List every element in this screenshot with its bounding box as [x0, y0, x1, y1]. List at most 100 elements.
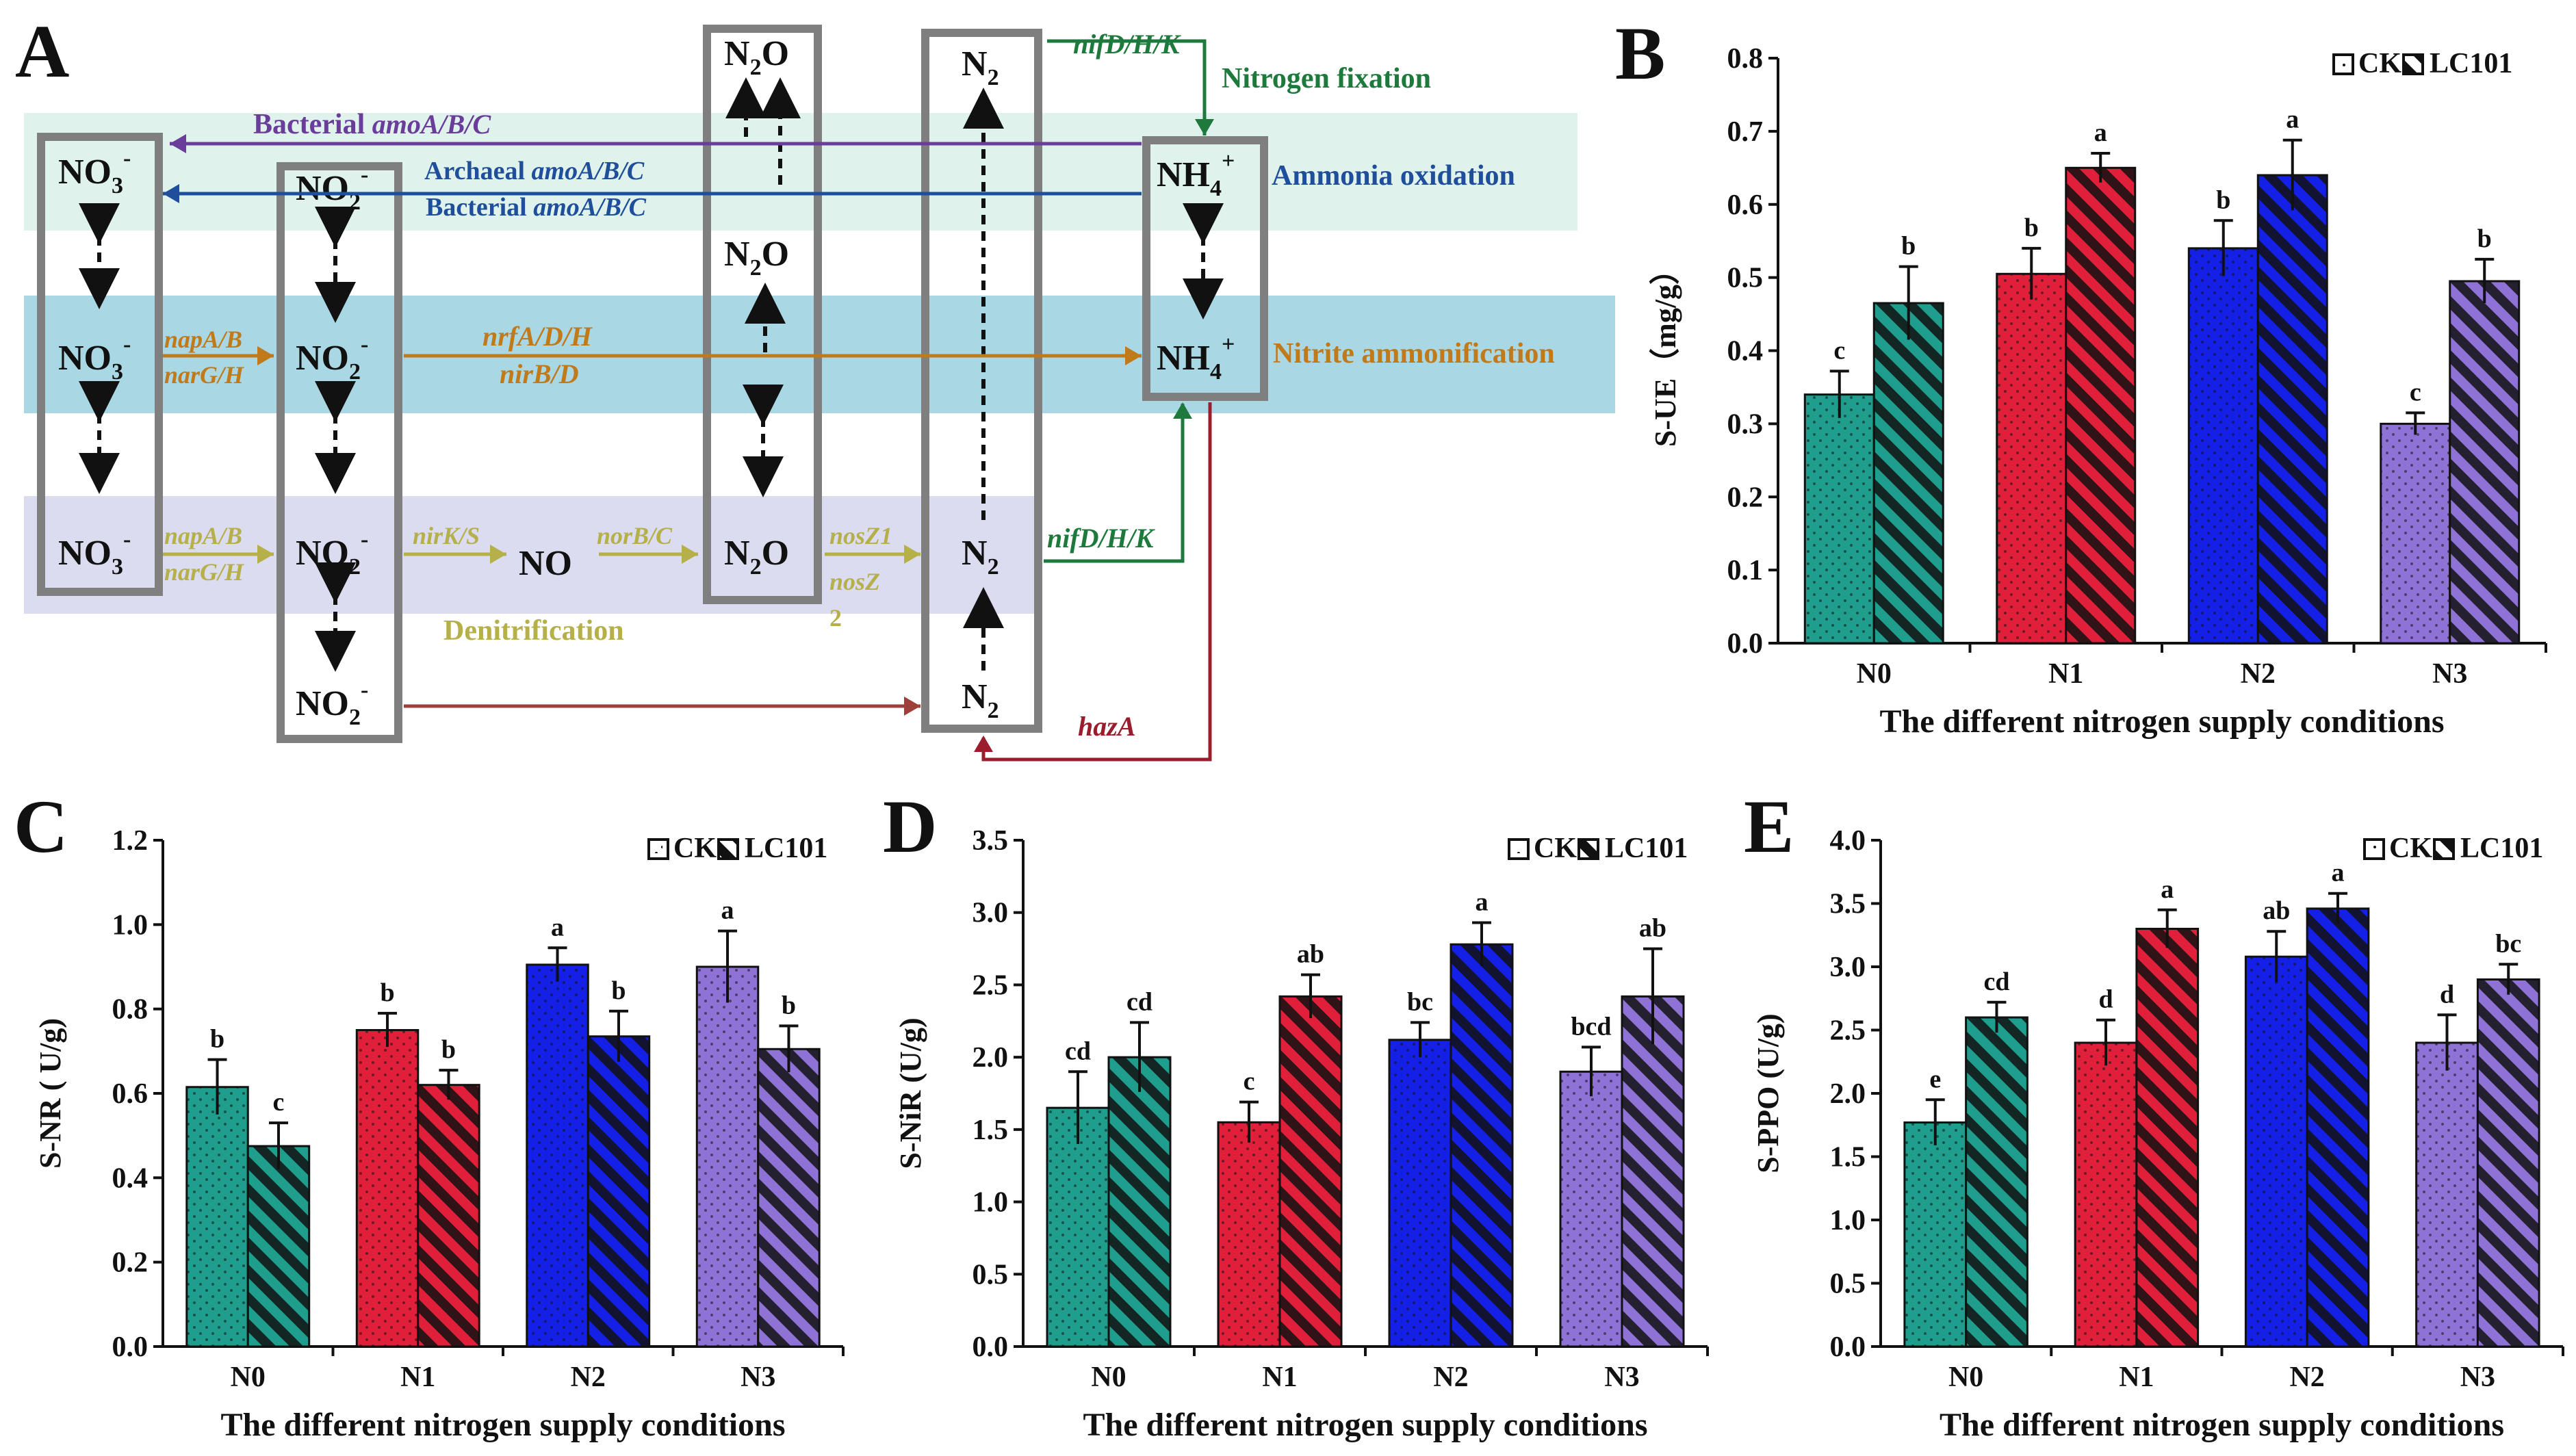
x-tick-label: N1 [400, 1362, 435, 1393]
gene-nif-mid: nifD/H/K [1047, 523, 1155, 554]
legend-lc101-swatch [717, 838, 739, 860]
y-tick-label: 0.0 [1727, 628, 1764, 660]
x-axis-label: The different nitrogen supply conditions [220, 1407, 785, 1443]
significance-label: ab [2263, 896, 2290, 925]
significance-label: bcd [1571, 1012, 1611, 1041]
species-no3-bottom: NO3- [58, 527, 131, 580]
y-tick-label: 0.0 [1830, 1331, 1866, 1363]
box-nh4 [1142, 136, 1268, 401]
box-no3 [37, 133, 163, 596]
significance-label: b [2216, 185, 2230, 214]
svg-text:NH4+: NH4+ [1157, 332, 1235, 385]
box-n2 [921, 29, 1042, 733]
svg-text:NO3-: NO3- [58, 332, 131, 385]
gene-nirk: nirK/S [413, 522, 480, 549]
significance-label: b [441, 1035, 456, 1064]
y-tick-label: 3.5 [1830, 889, 1866, 920]
significance-label: a [1476, 888, 1489, 917]
y-tick-label: 0.4 [1727, 336, 1764, 367]
svg-text:N2O: N2O [724, 235, 789, 281]
equilibrium-arrows [79, 77, 1224, 672]
significance-label: bc [1407, 987, 1433, 1016]
x-axis-label: The different nitrogen supply conditions [1083, 1407, 1647, 1443]
bar-lc101-n0-pattern [248, 1146, 309, 1347]
significance-label: d [2098, 985, 2113, 1014]
bar-ck-n1-pattern [357, 1030, 418, 1347]
bar-ck-n3-pattern [2380, 424, 2450, 643]
y-tick-label: 2.5 [973, 970, 1009, 1001]
species-no2-bottom: NO2- [296, 677, 368, 730]
y-tick-label: 1.5 [1830, 1142, 1866, 1173]
gene-haza: hazA [1078, 711, 1136, 742]
significance-label: b [210, 1025, 224, 1054]
bar-ck-n3-pattern [697, 967, 758, 1347]
bar-ck-n1-pattern [1996, 274, 2066, 643]
significance-label: c [1244, 1067, 1255, 1096]
bar-lc101-n2-pattern [2258, 175, 2328, 643]
bar-ck-n1-pattern [2075, 1043, 2137, 1347]
significance-label: a [2094, 118, 2107, 147]
significance-label: b [2024, 213, 2039, 242]
chart-panel-b: B 0.0 0.1 0.2 0.3 0.4 0.5 0.6 0.7 0.8 S-UE（mg/g） Th… [1615, 12, 2547, 740]
legend-lc101-swatch [2433, 838, 2455, 860]
svg-text:NO2-: NO2- [296, 332, 368, 385]
gene-norb: norB/C [597, 522, 673, 549]
chart-panel-e: E 0.0 0.5 1.0 1.5 2.0 2.5 3.0 3.5 4.0 S-PPO (U/g) T… [1744, 785, 2564, 1443]
panel-label-b: B [1615, 12, 1665, 95]
svg-text:N2: N2 [962, 534, 999, 580]
significance-label: bc [2495, 929, 2521, 958]
legend: CK LC101 [647, 833, 827, 864]
legend: CK LC101 [1508, 833, 1688, 864]
species-nh4-top: NH4+ [1157, 148, 1235, 201]
y-tick-label: 0.2 [112, 1247, 149, 1279]
bar-ck-n0-pattern [186, 1087, 248, 1347]
svg-text:N2O: N2O [724, 34, 789, 80]
x-axis-label: The different nitrogen supply conditions [1879, 703, 2444, 740]
significance-label: b [2477, 224, 2492, 253]
bar-ck-n3-pattern [2416, 1043, 2478, 1347]
x-tick-label: N2 [2241, 658, 2276, 690]
species-n2-mid: N2 [962, 534, 999, 580]
bar-lc101-n2-pattern [588, 1036, 649, 1347]
species-n2o-bottom: N2O [724, 534, 789, 580]
chart-panel-d: D 0.0 0.5 1.0 1.5 2.0 2.5 3.0 3.5 S-NiR (U/g) The … [883, 785, 1709, 1443]
legend-lc101-label: LC101 [745, 833, 827, 864]
x-tick-label: N0 [1091, 1362, 1126, 1393]
y-axis-label: S-NiR (U/g) [894, 1017, 927, 1169]
species-no2-mid: NO2- [296, 332, 368, 385]
bar-lc101-n3-pattern [2477, 979, 2540, 1347]
svg-text:NH4+: NH4+ [1157, 148, 1235, 201]
bar-ck-n2-pattern [2245, 957, 2308, 1347]
y-tick-label: 2.5 [1830, 1015, 1866, 1047]
gene-nosz: nosZ [829, 568, 880, 595]
gene-nar-denit: narG/H [164, 558, 244, 586]
significance-label: b [611, 976, 626, 1005]
gene-nosz-2: 2 [829, 604, 842, 632]
significance-label: d [2440, 980, 2454, 1009]
y-tick-label: 0.6 [112, 1078, 149, 1110]
y-tick-label: 3.0 [1830, 952, 1866, 983]
process-nitrogen-fixation: Nitrogen fixation [1222, 63, 1431, 94]
species-nh4-bottom: NH4+ [1157, 332, 1235, 385]
y-tick-label: 1.0 [112, 909, 149, 941]
y-tick-label: 0.4 [112, 1162, 149, 1194]
y-tick-label: 0.5 [973, 1259, 1009, 1290]
legend-lc101-label: LC101 [2460, 833, 2543, 864]
legend-ck-label: CK [2358, 48, 2401, 79]
y-tick-label: 3.0 [973, 898, 1009, 929]
panel-label-d: D [883, 785, 937, 868]
bar-lc101-n2-pattern [1451, 944, 1512, 1347]
gene-archaeal-amo: Archaeal amoA/B/C [424, 157, 645, 185]
bar-lc101-n0-pattern [1109, 1057, 1170, 1347]
svg-text:NO2-: NO2- [296, 677, 368, 730]
significance-label: ab [1297, 940, 1324, 969]
significance-label: e [1929, 1065, 1941, 1093]
gene-nar-mid: narG/H [164, 361, 244, 389]
panel-label-e: E [1744, 785, 1794, 868]
y-axis-label: S-NR ( U/g) [34, 1018, 67, 1169]
y-tick-label: 1.2 [112, 825, 149, 857]
x-tick-label: N1 [2119, 1362, 2154, 1393]
significance-label: c [1833, 336, 1845, 365]
svg-text:N2: N2 [962, 677, 999, 723]
species-n2o-mid: N2O [724, 235, 789, 281]
